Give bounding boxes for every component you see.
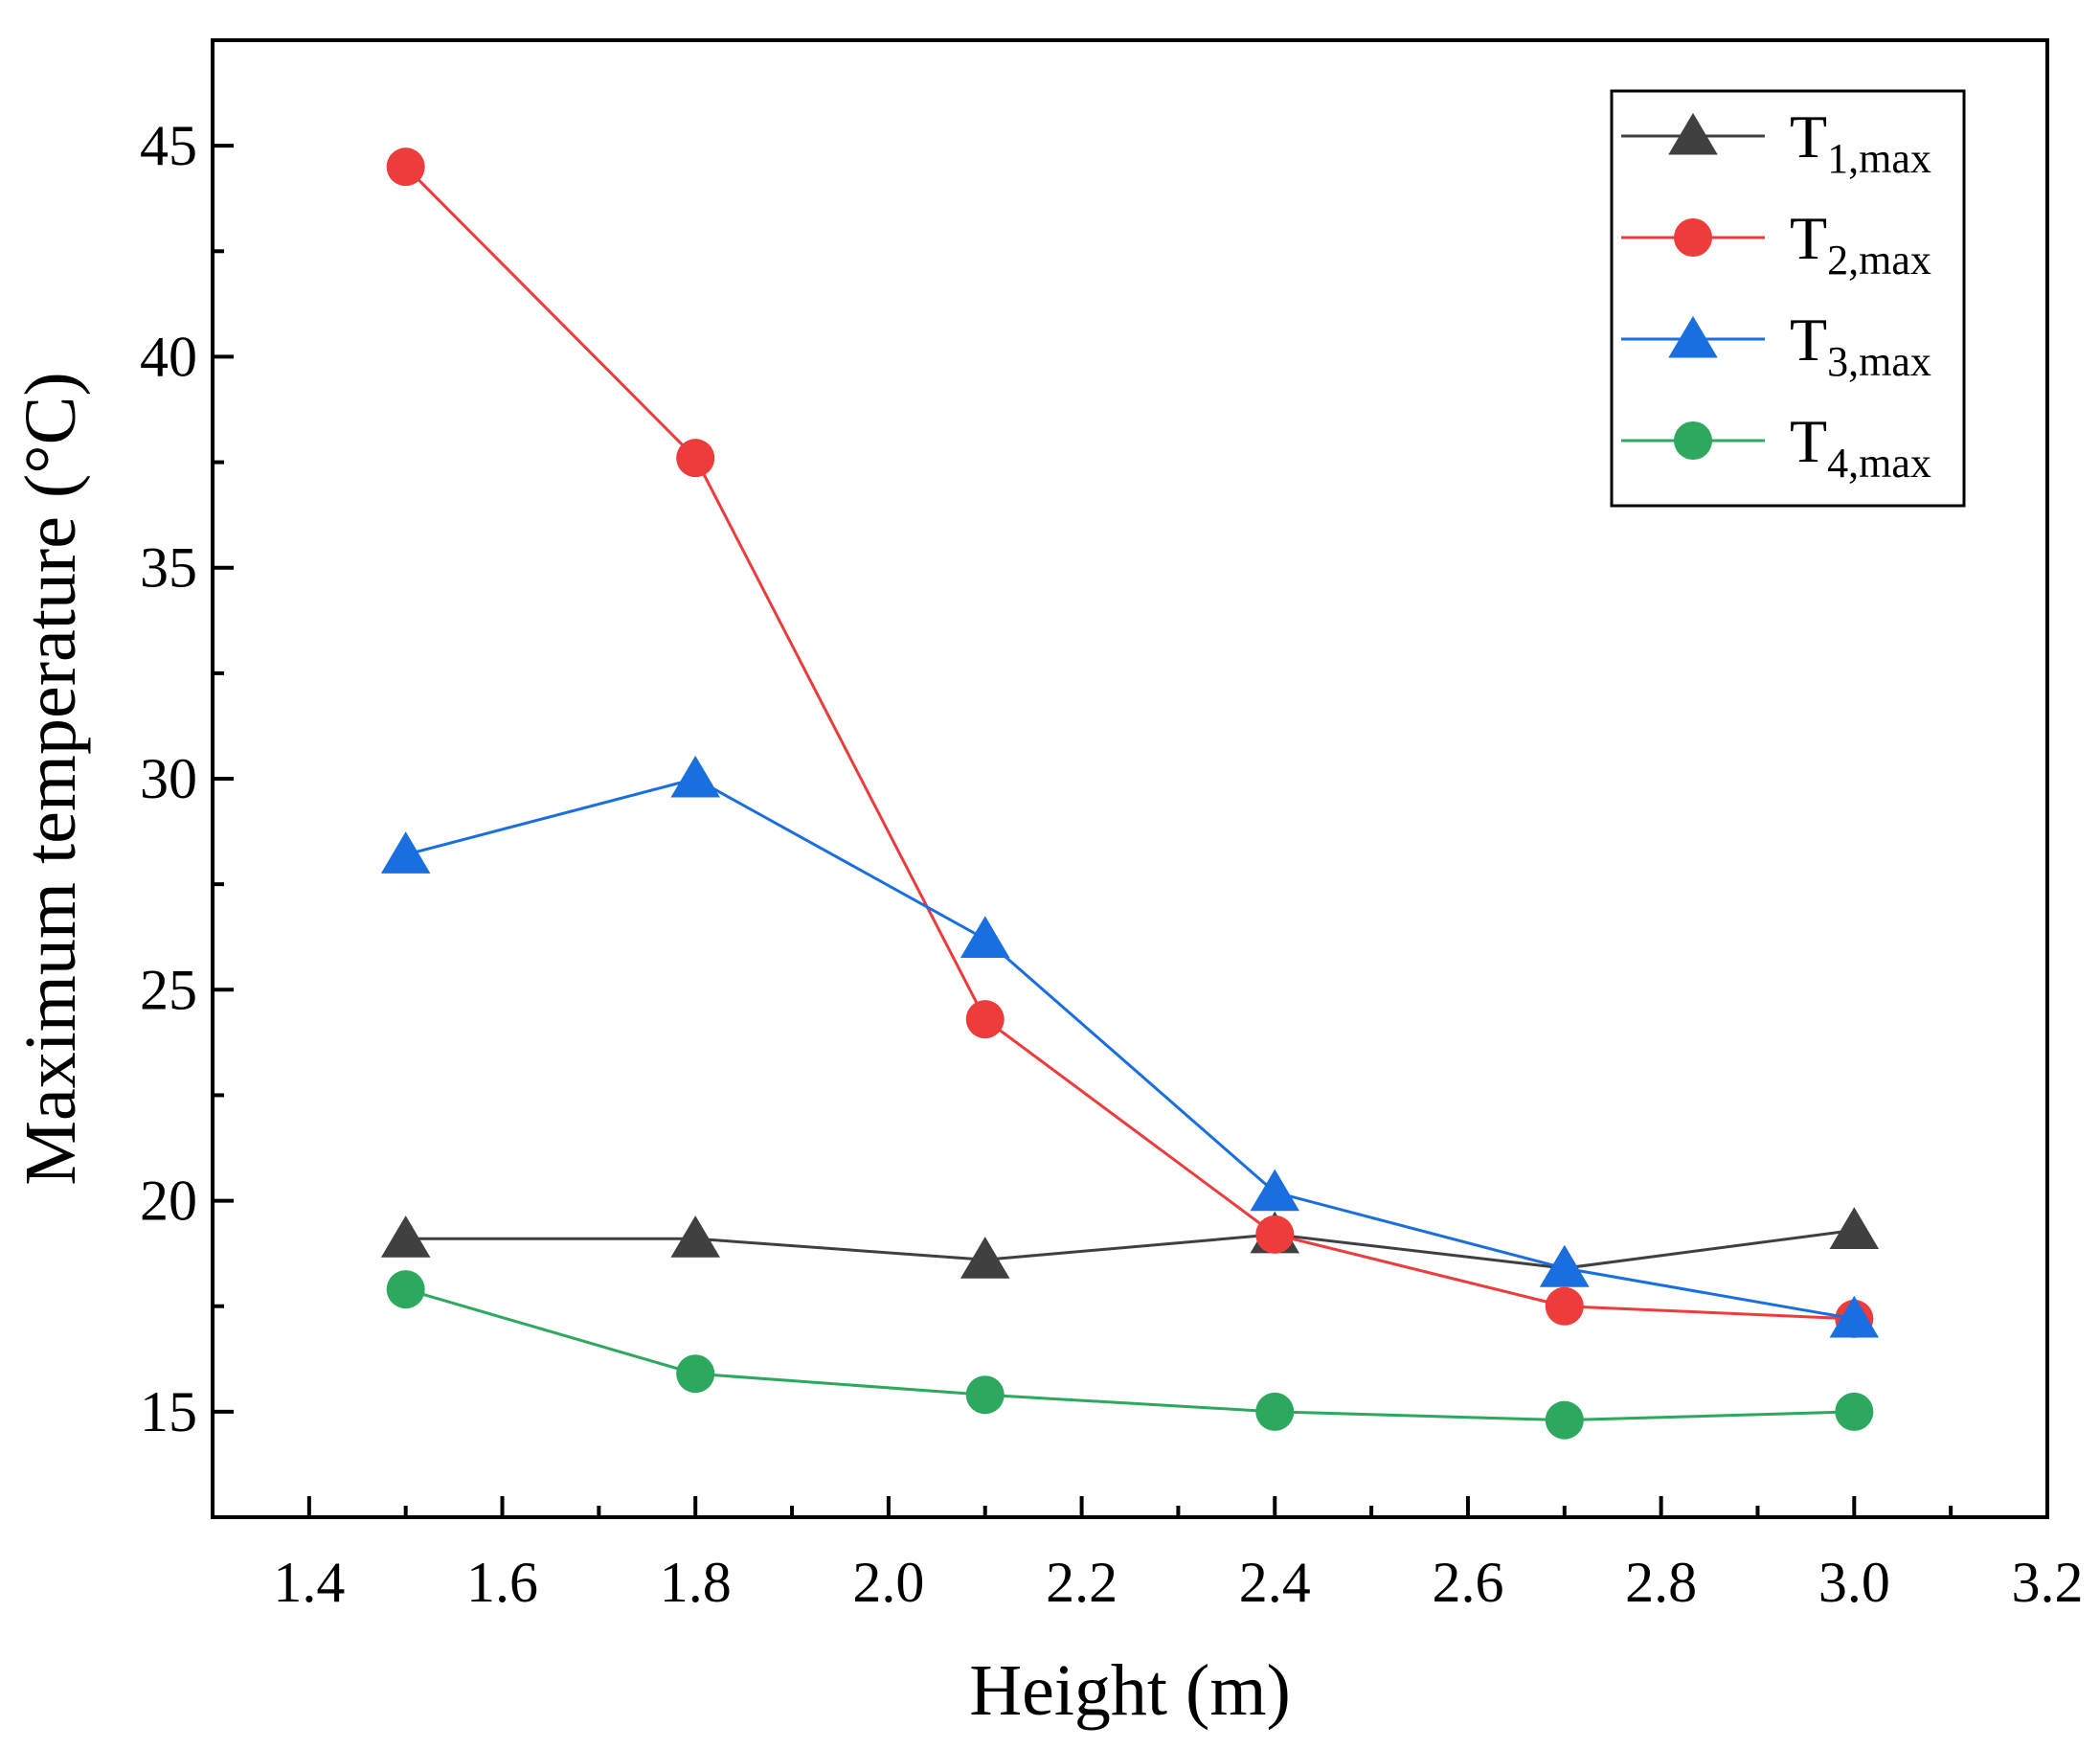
legend-marker (1674, 218, 1712, 257)
data-point (676, 439, 714, 477)
data-point (1546, 1287, 1584, 1326)
x-tick-label: 2.4 (1239, 1551, 1311, 1614)
x-tick-label: 1.8 (660, 1551, 732, 1614)
y-tick-label: 25 (140, 958, 197, 1021)
y-tick-label: 45 (140, 114, 197, 177)
x-tick-label: 2.6 (1432, 1551, 1503, 1614)
x-tick-label: 3.2 (2012, 1551, 2084, 1614)
data-point (387, 1270, 425, 1308)
y-tick-label: 15 (140, 1380, 197, 1443)
data-point (1255, 1393, 1294, 1431)
x-tick-label: 2.0 (852, 1551, 924, 1614)
data-point (1835, 1393, 1873, 1431)
y-tick-label: 20 (140, 1170, 197, 1233)
data-point (1255, 1215, 1294, 1254)
data-point (966, 1375, 1005, 1414)
x-tick-label: 2.2 (1046, 1551, 1118, 1614)
x-tick-label: 1.6 (466, 1551, 538, 1614)
data-point (966, 1000, 1005, 1038)
x-tick-label: 2.8 (1625, 1551, 1697, 1614)
x-tick-label: 1.4 (273, 1551, 345, 1614)
y-tick-label: 40 (140, 325, 197, 388)
data-point (1546, 1401, 1584, 1440)
y-axis-title: Maximum temperature (°C) (11, 372, 91, 1185)
x-axis-title: Height (m) (969, 1650, 1291, 1731)
data-point (387, 148, 425, 186)
legend-marker (1674, 421, 1712, 460)
line-chart: 1.4 1.6 1.8 2.0 2.2 2.4 2.6 2.8 3.0 3.2 15 20 25 30 3… (0, 0, 2100, 1749)
y-tick-label: 35 (140, 536, 197, 600)
x-tick-label: 3.0 (1818, 1551, 1890, 1614)
y-tick-label: 30 (140, 747, 197, 810)
data-point (676, 1354, 714, 1393)
